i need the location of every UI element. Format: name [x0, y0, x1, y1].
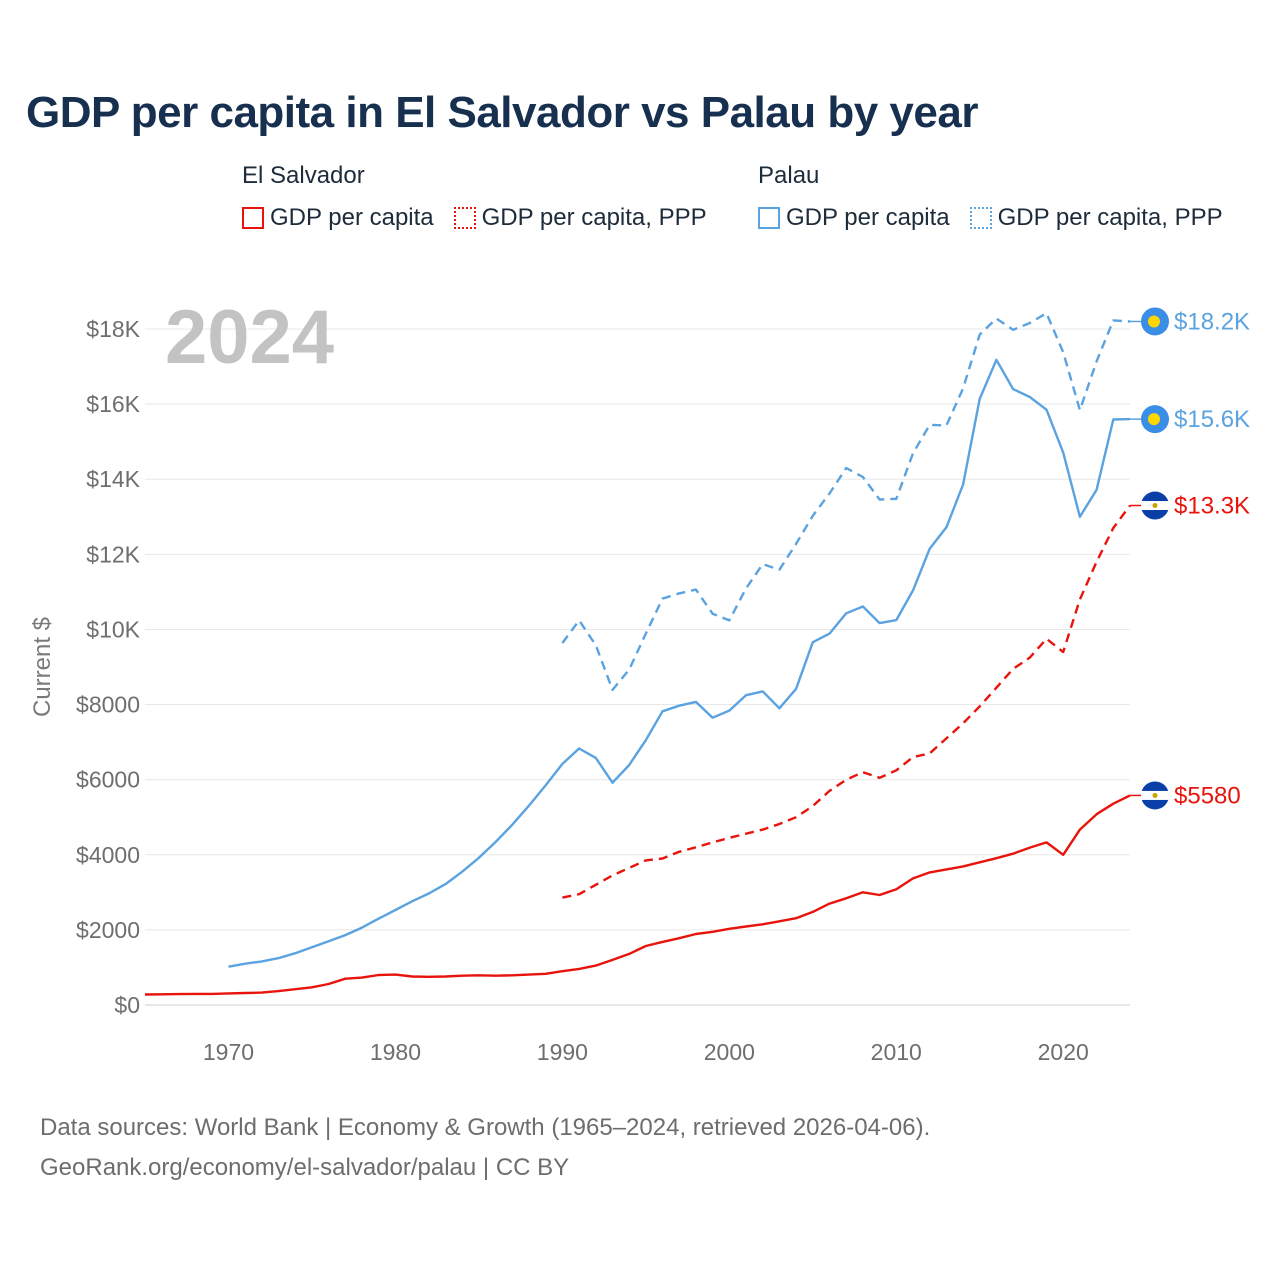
footer-sources: Data sources: World Bank | Economy & Gro… — [40, 1114, 931, 1141]
y-axis-label: Current $ — [29, 617, 56, 717]
legend-item-el-salvador-ppp[interactable]: GDP per capita, PPP — [453, 204, 707, 232]
el-salvador-flag-emblem — [1152, 792, 1158, 798]
x-tick-label: 2000 — [704, 1039, 755, 1065]
x-tick-label: 1990 — [537, 1039, 588, 1065]
y-tick-label: $6000 — [76, 767, 140, 793]
end-value-label: $18.2K — [1174, 308, 1250, 335]
legend-swatch-solid — [242, 207, 264, 229]
legend-swatch-dotted — [969, 207, 992, 229]
legend-swatch-solid — [758, 207, 780, 229]
el-salvador-flag-emblem — [1152, 503, 1158, 509]
x-tick-label: 2010 — [871, 1039, 922, 1065]
legend-label: GDP per capita — [270, 204, 434, 231]
footer: Data sources: World Bank | Economy & Gro… — [40, 1108, 930, 1188]
end-value-label: $5580 — [1174, 782, 1241, 809]
series-line-el-salvador-gdp-per-capita-ppp — [562, 504, 1131, 899]
legend-country-el-salvador: El Salvador — [242, 162, 365, 189]
legend-swatch-dotted — [453, 207, 476, 229]
x-tick-label: 1980 — [370, 1039, 421, 1065]
series-line-palau-gdp-per-capita-ppp — [561, 312, 1131, 692]
y-tick-label: $10K — [86, 616, 140, 642]
end-value-label: $15.6K — [1174, 406, 1250, 433]
y-tick-label: $14K — [86, 466, 140, 492]
legend-item-palau-gdp[interactable]: GDP per capita — [758, 204, 950, 232]
chart-title: GDP per capita in El Salvador vs Palau b… — [26, 88, 978, 137]
footer-url: GeoRank.org/economy/el-salvador/palau | … — [40, 1154, 570, 1181]
legend-label: GDP per capita, PPP — [997, 204, 1223, 231]
legend-item-el-salvador-gdp[interactable]: GDP per capita — [242, 204, 434, 232]
y-tick-label: $16K — [86, 391, 140, 417]
legend-label: GDP per capita — [786, 204, 950, 231]
series-line-palau-gdp-per-capita — [228, 358, 1131, 968]
legend-el-salvador: El Salvador — [242, 162, 365, 190]
line-chart: $0 $2000 $4000 $6000 $8000 $10K $12K $14K $16K $1… — [29, 295, 1250, 1065]
y-tick-label: $12K — [86, 541, 140, 567]
palau-flag-moon — [1148, 315, 1160, 328]
x-tick-label: 1970 — [203, 1039, 254, 1065]
legend-item-palau-ppp[interactable]: GDP per capita, PPP — [969, 204, 1223, 232]
legend-row-el-salvador: GDP per capita GDP per capita, PPP — [242, 204, 707, 232]
legend-country-palau: Palau — [758, 162, 820, 189]
legend-palau: Palau — [758, 162, 819, 190]
y-tick-label: $18K — [86, 316, 140, 342]
x-tick-label: 2020 — [1038, 1039, 1089, 1065]
year-label: 2024 — [165, 295, 334, 380]
y-tick-label: $4000 — [76, 842, 140, 868]
y-tick-label: $8000 — [76, 692, 140, 718]
legend-row-palau: GDP per capita GDP per capita, PPP — [758, 204, 1223, 232]
end-value-label: $13.3K — [1174, 493, 1250, 520]
series-line-el-salvador-gdp-per-capita — [144, 794, 1131, 996]
y-tick-label: $2000 — [76, 917, 140, 943]
y-tick-label: $0 — [114, 992, 140, 1018]
legend-label: GDP per capita, PPP — [481, 204, 707, 231]
palau-flag-moon — [1148, 413, 1160, 426]
